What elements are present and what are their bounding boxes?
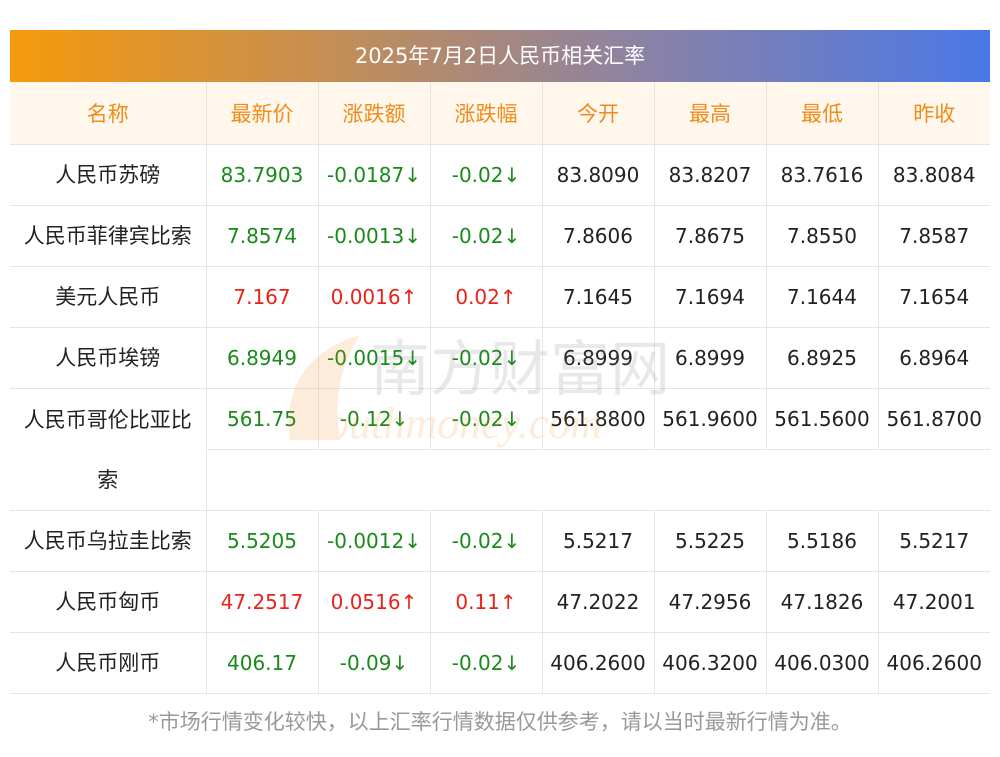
header-name: 名称 (10, 82, 206, 145)
cell-open: 406.2600 (541, 632, 654, 694)
disclaimer-note: *市场行情变化较快，以上汇率行情数据仅供参考，请以当时最新行情为准。 (148, 710, 852, 734)
cell-prev: 561.8700 (877, 388, 990, 450)
header-high: 最高 (653, 82, 766, 145)
cell-pct: -0.02↓ (429, 388, 542, 450)
currency-pair-name: 人民币苏磅 (10, 144, 206, 206)
cell-open: 7.1645 (541, 266, 654, 328)
header-prev: 昨收 (877, 82, 990, 145)
header-pct: 涨跌幅 (429, 82, 542, 145)
cell-prev: 6.8964 (877, 327, 990, 389)
header-low: 最低 (765, 82, 878, 145)
cell-change: 0.0016↑ (317, 266, 430, 328)
currency-pair-name: 人民币菲律宾比索 (10, 205, 206, 267)
cell-change: -0.0013↓ (317, 205, 430, 267)
cell-high: 406.3200 (653, 632, 766, 694)
cell-latest: 6.8949 (205, 327, 318, 389)
table-row: 人民币乌拉圭比索 5.5205 -0.0012↓ -0.02↓ 5.5217 5.5225… (10, 510, 990, 572)
cell-prev: 83.8084 (877, 144, 990, 206)
rate-table: 名称 最新价 涨跌额 涨跌幅 今开 最高 最低 昨收 人民币苏磅 83.7903-… (10, 82, 990, 694)
cell-low: 47.1826 (765, 571, 878, 633)
cell-prev: 47.2001 (877, 571, 990, 633)
currency-pair-name: 人民币刚币 (10, 632, 206, 694)
cell-pct: -0.02↓ (429, 144, 542, 206)
table-row: 人民币菲律宾比索 7.8574 -0.0013↓ -0.02↓ 7.8606 7.8675… (10, 205, 990, 267)
cell-open: 561.8800 (541, 388, 654, 450)
cell-change: -0.0015↓ (317, 327, 430, 389)
cell-pct: -0.02↓ (429, 205, 542, 267)
cell-latest: 5.5205 (205, 510, 318, 572)
cell-high: 6.8999 (653, 327, 766, 389)
cell-low: 5.5186 (765, 510, 878, 572)
cell-prev: 406.2600 (877, 632, 990, 694)
cell-latest: 7.8574 (205, 205, 318, 267)
cell-change: -0.09↓ (317, 632, 430, 694)
cell-latest: 83.7903 (205, 144, 318, 206)
cell-change: -0.12↓ (317, 388, 430, 450)
currency-pair-name: 人民币埃镑 (10, 327, 206, 389)
cell-change: -0.0187↓ (317, 144, 430, 206)
cell-prev: 7.1654 (877, 266, 990, 328)
rate-table-container: 2025年7月2日人民币相关汇率 名称 最新价 涨跌额 涨跌幅 今开 最高 最低… (10, 30, 990, 694)
currency-pair-name: 人民币乌拉圭比索 (10, 510, 206, 572)
cell-prev: 7.8587 (877, 205, 990, 267)
cell-pct: -0.02↓ (429, 327, 542, 389)
table-title: 2025年7月2日人民币相关汇率 (10, 30, 990, 82)
cell-latest: 7.167 (205, 266, 318, 328)
currency-pair-name: 美元人民币 (10, 266, 206, 328)
cell-high: 5.5225 (653, 510, 766, 572)
cell-latest: 561.75 (205, 388, 318, 450)
cell-high: 83.8207 (653, 144, 766, 206)
table-row-continuation (10, 449, 990, 511)
table-row: 美元人民币 7.167 0.0016↑ 0.02↑ 7.1645 7.1694 7.1644… (10, 266, 990, 328)
header-row: 名称 最新价 涨跌额 涨跌幅 今开 最高 最低 昨收 (10, 82, 990, 145)
cell-low: 6.8925 (765, 327, 878, 389)
cell-prev: 5.5217 (877, 510, 990, 572)
table-row: 人民币埃镑 6.8949 -0.0015↓ -0.02↓ 6.8999 6.8999 6.8… (10, 327, 990, 389)
header-open: 今开 (541, 82, 654, 145)
table-row: 人民币苏磅 83.7903 -0.0187↓ -0.02↓ 83.8090 83.8207… (10, 144, 990, 206)
cell-high: 7.1694 (653, 266, 766, 328)
table-row: 人民币刚币 406.17 -0.09↓ -0.02↓ 406.2600 406.3200 4… (10, 632, 990, 694)
cell-high: 47.2956 (653, 571, 766, 633)
cell-open: 6.8999 (541, 327, 654, 389)
cell-pct: 0.02↑ (429, 266, 542, 328)
cell-open: 5.5217 (541, 510, 654, 572)
table-row: 人民币匈币 47.2517 0.0516↑ 0.11↑ 47.2022 47.2956 47… (10, 571, 990, 633)
cell-pct: -0.02↓ (429, 632, 542, 694)
cell-low: 7.1644 (765, 266, 878, 328)
cell-low: 561.5600 (765, 388, 878, 450)
currency-pair-name: 人民币哥伦比亚比索 (10, 388, 206, 511)
cell-open: 83.8090 (541, 144, 654, 206)
cell-change: 0.0516↑ (317, 571, 430, 633)
cell-pct: -0.02↓ (429, 510, 542, 572)
cell-low: 83.7616 (765, 144, 878, 206)
cell-pct: 0.11↑ (429, 571, 542, 633)
cell-low: 7.8550 (765, 205, 878, 267)
cell-open: 7.8606 (541, 205, 654, 267)
row-filler (205, 449, 990, 511)
cell-low: 406.0300 (765, 632, 878, 694)
header-latest: 最新价 (205, 82, 318, 145)
currency-pair-name: 人民币匈币 (10, 571, 206, 633)
cell-high: 7.8675 (653, 205, 766, 267)
cell-open: 47.2022 (541, 571, 654, 633)
cell-latest: 406.17 (205, 632, 318, 694)
cell-high: 561.9600 (653, 388, 766, 450)
cell-latest: 47.2517 (205, 571, 318, 633)
table-row: 人民币哥伦比亚比索 561.75 -0.12↓ -0.02↓ 561.8800 561.9… (10, 388, 990, 511)
header-change: 涨跌额 (317, 82, 430, 145)
cell-change: -0.0012↓ (317, 510, 430, 572)
